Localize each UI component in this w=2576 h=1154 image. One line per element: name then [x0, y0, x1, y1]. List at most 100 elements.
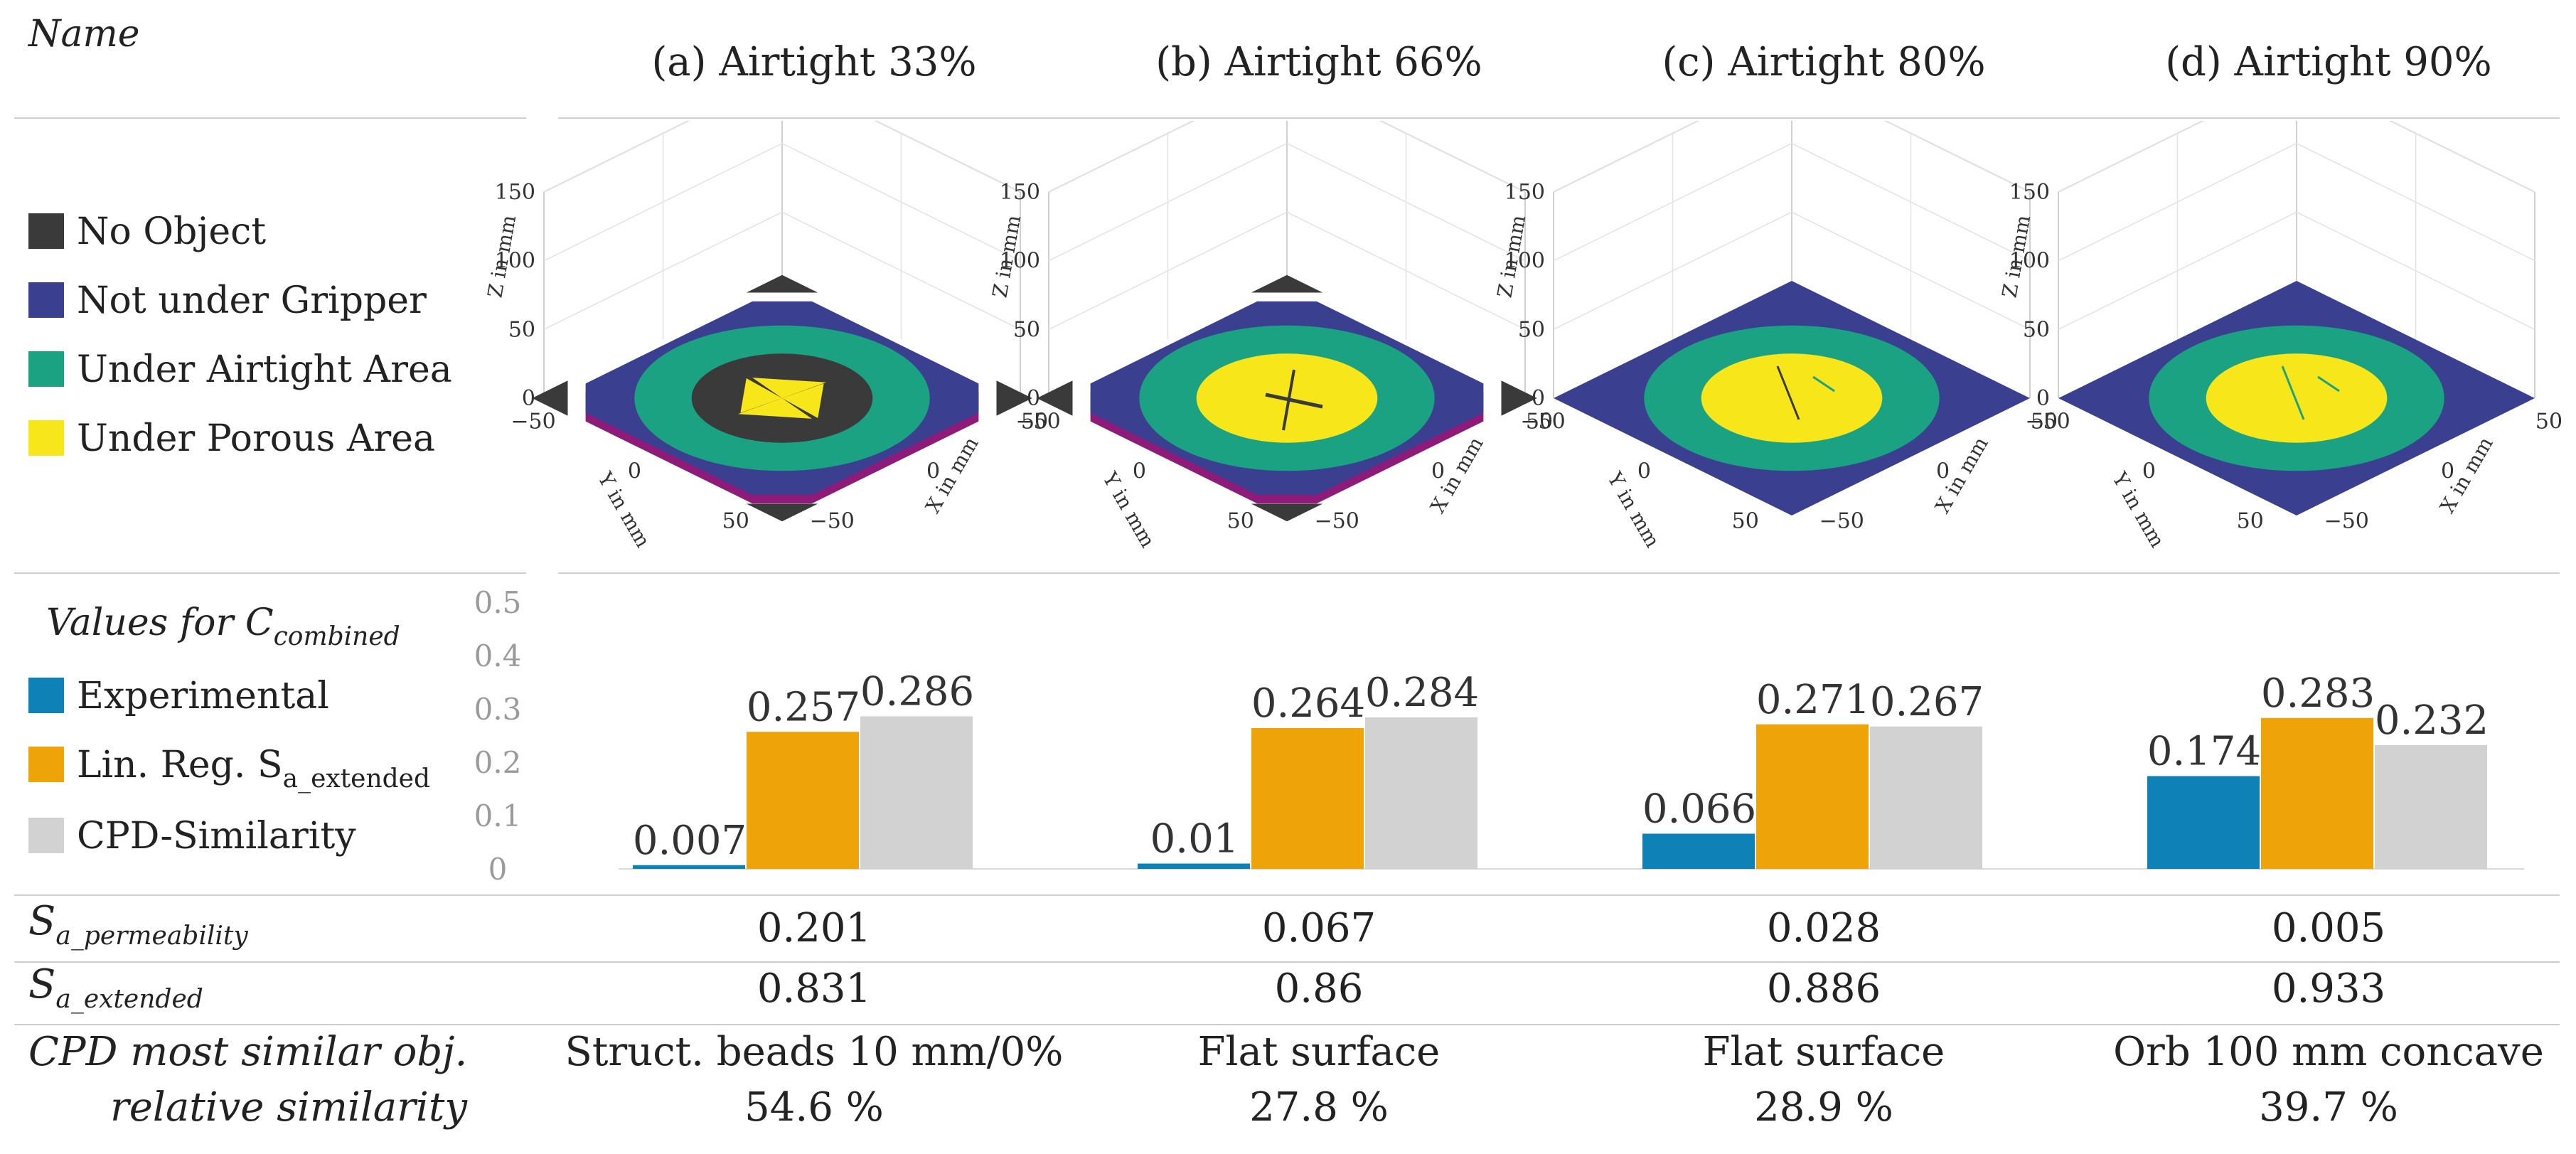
y-tick-label: −50: [1520, 409, 1565, 434]
x-tick-label: 0: [1936, 459, 1950, 483]
region-under-porous: [1701, 353, 1883, 443]
z-tick-label: 0: [2036, 386, 2050, 411]
corner-no-object: [1501, 380, 1537, 416]
bar-value-label: 0.264: [1251, 680, 1365, 727]
corner-no-object: [532, 380, 568, 416]
row-label-permeability: Sa_permeability: [28, 898, 248, 951]
cpd-similarity-value: 28.9 %: [1754, 1084, 1893, 1131]
z-tick-label: 50: [1518, 317, 1545, 342]
bar-cpd-similarity: [1365, 717, 1477, 869]
z-tick-label: 100: [1000, 249, 1040, 274]
x-tick-label: 0: [2441, 459, 2454, 483]
grid-line: [1553, 142, 2031, 262]
y-tick-label: 50: [722, 509, 749, 534]
grid-line: [1048, 142, 1526, 262]
row-label-cpd-object: CPD most similar obj.: [28, 1029, 468, 1075]
bar-experimental: [2147, 776, 2260, 869]
crack: [1812, 375, 1835, 392]
bar-experimental: [1138, 863, 1250, 869]
bar-experimental: [633, 865, 745, 869]
bar-value-label: 0.174: [2147, 729, 2261, 775]
bar-value-label: 0.007: [633, 818, 747, 864]
corner-no-object: [1251, 503, 1323, 522]
cpd-object-name: Flat surface: [1197, 1029, 1441, 1075]
bar-value-label: 0.284: [1365, 670, 1479, 716]
chart-legend-title: Values for Ccombined: [46, 602, 400, 651]
y-tick-label: −50: [2025, 409, 2070, 434]
legend-label: Not under Gripper: [77, 279, 427, 322]
cpd-similarity-value: 39.7 %: [2259, 1084, 2398, 1131]
z-tick-label: 50: [508, 317, 535, 342]
x-tick-label: 50: [1021, 409, 1048, 434]
corner-no-object: [996, 380, 1032, 416]
y-tick-label: 0.3: [474, 692, 522, 727]
bar-value-label: 0.283: [2261, 671, 2375, 717]
bar-lin-reg-s-a-extended: [2261, 717, 2373, 869]
x-tick-label: 50: [2535, 409, 2562, 434]
y-tick-label: −50: [511, 409, 555, 434]
bar-cpd-similarity: [2375, 745, 2487, 869]
divider-line: [14, 572, 526, 574]
grid-line: [2058, 211, 2535, 331]
grid-line: [543, 211, 1021, 331]
cpd-similarity-value: 27.8 %: [1249, 1084, 1389, 1131]
permeability-value: 0.201: [757, 905, 872, 951]
z-tick-label: 100: [2009, 249, 2050, 274]
z-tick-label: 50: [1013, 317, 1040, 342]
column-header-b: (b) Airtight 66%: [1155, 39, 1482, 85]
x-tick-label: 50: [1526, 409, 1553, 434]
row-label-extended: Sa_extended: [28, 961, 203, 1014]
extended-value: 0.933: [2271, 966, 2386, 1012]
grid-line: [1048, 211, 1526, 331]
x-tick-label: −50: [1315, 509, 1359, 534]
bar-chart: 0 0.1 0.2 0.3 0.4 0.5 0.007 0.257 0.286 0.01 0.264…: [474, 585, 2524, 887]
legend-swatch-under-airtight: [28, 351, 64, 387]
grid-line: [543, 142, 1021, 262]
permeability-value: 0.028: [1766, 905, 1881, 951]
region-under-porous: [782, 383, 824, 419]
crack: [2281, 365, 2305, 420]
extended-value: 0.86: [1274, 966, 1364, 1012]
cpd-object-name: Flat surface: [1702, 1029, 1945, 1075]
y-tick-label: 50: [1732, 509, 1759, 534]
bar-lin-reg-s-a-extended: [1251, 728, 1364, 869]
corner-no-object: [746, 274, 818, 293]
grid-line: [1048, 121, 1526, 193]
bar-lin-reg-s-a-extended: [1756, 724, 1869, 869]
legend-label: No Object: [77, 210, 267, 253]
divider-line: [14, 961, 2560, 963]
z-tick-label: 0: [522, 386, 535, 411]
x-tick-label: −50: [2324, 509, 2369, 534]
legend-swatch-not-under-gripper: [28, 282, 64, 318]
x-tick-label: 50: [2031, 409, 2058, 434]
y-tick-label: 0.2: [474, 745, 522, 780]
z-tick-label: 100: [495, 249, 535, 274]
region-under-porous: [752, 378, 826, 398]
y-tick-label: 0: [488, 852, 508, 887]
z-tick-label: 100: [1505, 249, 1545, 274]
z-tick-label: 150: [1505, 180, 1545, 205]
y-axis-label: Y in mm: [1603, 468, 1664, 552]
divider-line: [14, 894, 2560, 896]
z-tick-label: 150: [1000, 180, 1040, 205]
y-tick-label: 0.4: [474, 639, 522, 673]
legend-label: Experimental: [77, 675, 329, 717]
region-under-porous: [738, 398, 812, 419]
x-tick-label: −50: [1819, 509, 1864, 534]
corner-no-object: [1251, 274, 1323, 293]
permeability-value: 0.067: [1261, 905, 1377, 951]
y-tick-label: 50: [1227, 509, 1254, 534]
x-tick-label: 0: [1431, 459, 1445, 483]
bar-lin-reg-s-a-extended: [747, 732, 859, 869]
crack: [2317, 375, 2340, 392]
grid-line: [2058, 142, 2535, 262]
y-tick-label: 0.5: [474, 585, 522, 620]
cpd-object-name: Struct. beads 10 mm/0%: [565, 1029, 1064, 1075]
row-label-cpd-similarity: relative similarity: [110, 1084, 467, 1131]
column-header-a: (a) Airtight 33%: [651, 39, 977, 85]
legend-swatch-cpd: [28, 818, 64, 853]
bar-value-label: 0.271: [1756, 677, 1870, 723]
legend-swatch-under-porous: [28, 420, 64, 456]
